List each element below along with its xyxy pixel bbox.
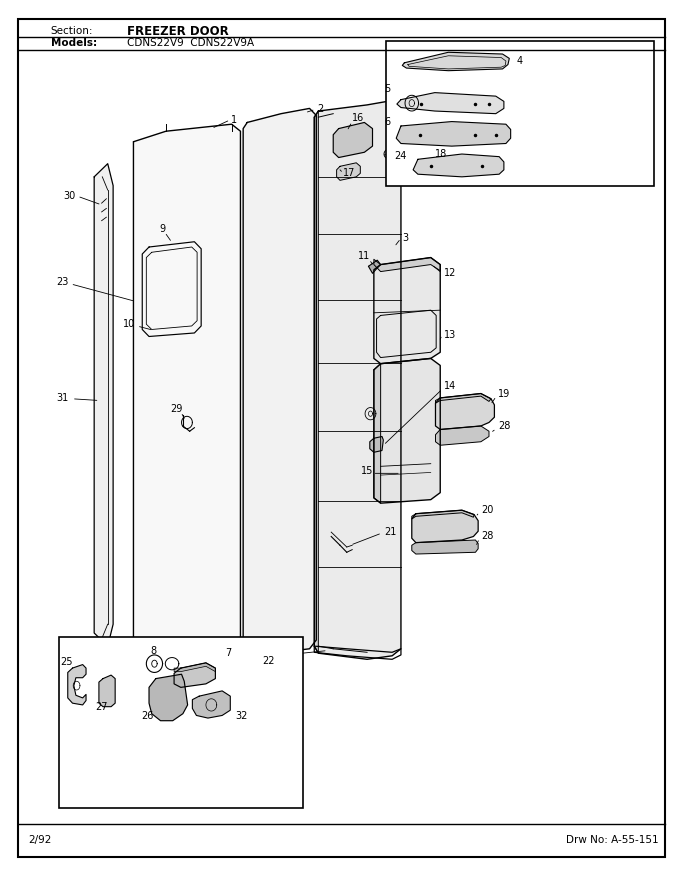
Text: 8: 8 <box>150 646 156 656</box>
Polygon shape <box>413 154 504 177</box>
Polygon shape <box>133 124 241 657</box>
Polygon shape <box>314 100 401 659</box>
Text: 10: 10 <box>122 319 135 329</box>
Text: 23: 23 <box>56 277 69 287</box>
Text: 12: 12 <box>443 268 456 278</box>
Bar <box>59 637 303 809</box>
Text: 27: 27 <box>95 701 107 712</box>
Text: 4: 4 <box>516 56 522 66</box>
Text: 18: 18 <box>435 149 447 159</box>
Text: FREEZER DOOR: FREEZER DOOR <box>126 25 228 38</box>
Polygon shape <box>314 111 318 653</box>
Text: 6: 6 <box>385 117 391 128</box>
Polygon shape <box>435 393 491 403</box>
Text: 20: 20 <box>481 505 493 515</box>
Text: 32: 32 <box>235 711 248 722</box>
Polygon shape <box>174 663 216 687</box>
Text: Models:: Models: <box>51 38 97 48</box>
Polygon shape <box>374 258 440 363</box>
Text: 13: 13 <box>443 330 456 340</box>
Polygon shape <box>99 675 115 707</box>
Text: 1: 1 <box>231 114 237 125</box>
Polygon shape <box>403 52 509 70</box>
Polygon shape <box>396 121 511 146</box>
Polygon shape <box>243 108 316 652</box>
Polygon shape <box>94 164 113 646</box>
Text: 28: 28 <box>481 532 493 541</box>
Polygon shape <box>412 510 478 543</box>
Text: 21: 21 <box>384 527 396 537</box>
Polygon shape <box>149 674 188 721</box>
Polygon shape <box>435 393 494 429</box>
Text: 2/92: 2/92 <box>29 835 52 845</box>
Text: Section:: Section: <box>51 26 93 36</box>
Bar <box>386 40 653 186</box>
Polygon shape <box>435 426 489 445</box>
Text: 7: 7 <box>225 649 231 658</box>
Text: 30: 30 <box>63 191 75 202</box>
Text: 14: 14 <box>443 381 456 391</box>
Text: 24: 24 <box>394 150 407 161</box>
Text: 16: 16 <box>352 113 364 123</box>
Text: 3: 3 <box>403 233 409 243</box>
Text: 26: 26 <box>141 711 154 722</box>
Polygon shape <box>412 510 474 519</box>
Text: 11: 11 <box>358 251 371 260</box>
Polygon shape <box>374 358 440 503</box>
Polygon shape <box>370 436 384 452</box>
Text: 25: 25 <box>61 657 73 667</box>
Text: 28: 28 <box>498 421 510 431</box>
Text: 9: 9 <box>160 224 166 233</box>
Text: 17: 17 <box>343 168 356 179</box>
Polygon shape <box>337 163 360 180</box>
Polygon shape <box>68 664 86 705</box>
Text: 5: 5 <box>385 84 391 94</box>
Polygon shape <box>397 92 504 114</box>
Polygon shape <box>374 363 381 503</box>
Text: Drw No: A-55-151: Drw No: A-55-151 <box>566 835 658 845</box>
Text: 29: 29 <box>170 404 182 414</box>
Text: 2: 2 <box>317 105 323 114</box>
Text: 15: 15 <box>361 466 373 476</box>
Polygon shape <box>192 691 231 718</box>
Text: 22: 22 <box>262 656 275 666</box>
Polygon shape <box>333 122 373 158</box>
Polygon shape <box>374 258 440 272</box>
Text: 19: 19 <box>498 388 510 399</box>
Polygon shape <box>174 663 216 671</box>
Polygon shape <box>412 540 478 554</box>
Polygon shape <box>369 260 381 274</box>
Text: CDNS22V9  CDNS22V9A: CDNS22V9 CDNS22V9A <box>126 38 254 48</box>
Text: 31: 31 <box>56 392 69 403</box>
